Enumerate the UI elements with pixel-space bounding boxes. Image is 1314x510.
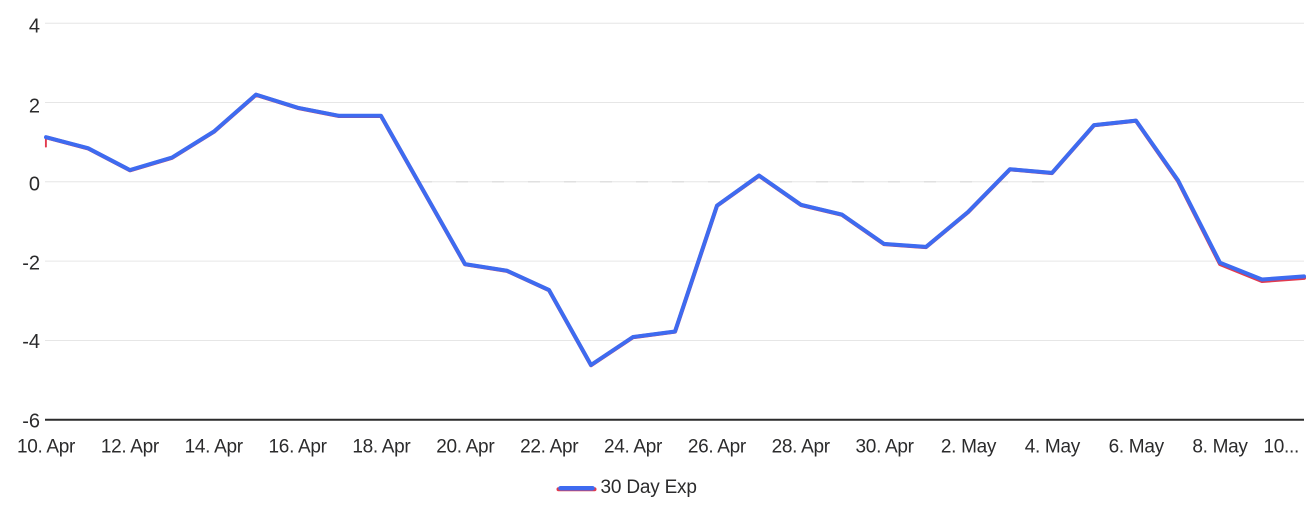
svg-text:10...: 10... bbox=[1264, 437, 1299, 458]
svg-text:-6: -6 bbox=[22, 410, 40, 432]
svg-text:14. Apr: 14. Apr bbox=[185, 437, 244, 458]
svg-text:30. Apr: 30. Apr bbox=[856, 437, 915, 458]
svg-text:2: 2 bbox=[29, 95, 40, 117]
svg-text:0: 0 bbox=[29, 173, 40, 195]
svg-text:26. Apr: 26. Apr bbox=[688, 437, 747, 458]
svg-text:30 Day Exp: 30 Day Exp bbox=[601, 477, 697, 498]
svg-text:24. Apr: 24. Apr bbox=[604, 437, 663, 458]
svg-text:4. May: 4. May bbox=[1025, 437, 1081, 458]
svg-text:2. May: 2. May bbox=[941, 437, 997, 458]
svg-text:20. Apr: 20. Apr bbox=[436, 437, 495, 458]
svg-text:10. Apr: 10. Apr bbox=[17, 437, 76, 458]
svg-text:4: 4 bbox=[29, 16, 40, 38]
svg-text:8. May: 8. May bbox=[1192, 437, 1248, 458]
svg-text:22. Apr: 22. Apr bbox=[520, 437, 579, 458]
svg-text:18. Apr: 18. Apr bbox=[352, 437, 411, 458]
svg-text:16. Apr: 16. Apr bbox=[269, 437, 328, 458]
svg-text:-4: -4 bbox=[22, 331, 40, 353]
svg-text:12. Apr: 12. Apr bbox=[101, 437, 160, 458]
svg-text:6. May: 6. May bbox=[1109, 437, 1165, 458]
svg-text:28. Apr: 28. Apr bbox=[772, 437, 831, 458]
svg-text:-2: -2 bbox=[22, 252, 40, 274]
